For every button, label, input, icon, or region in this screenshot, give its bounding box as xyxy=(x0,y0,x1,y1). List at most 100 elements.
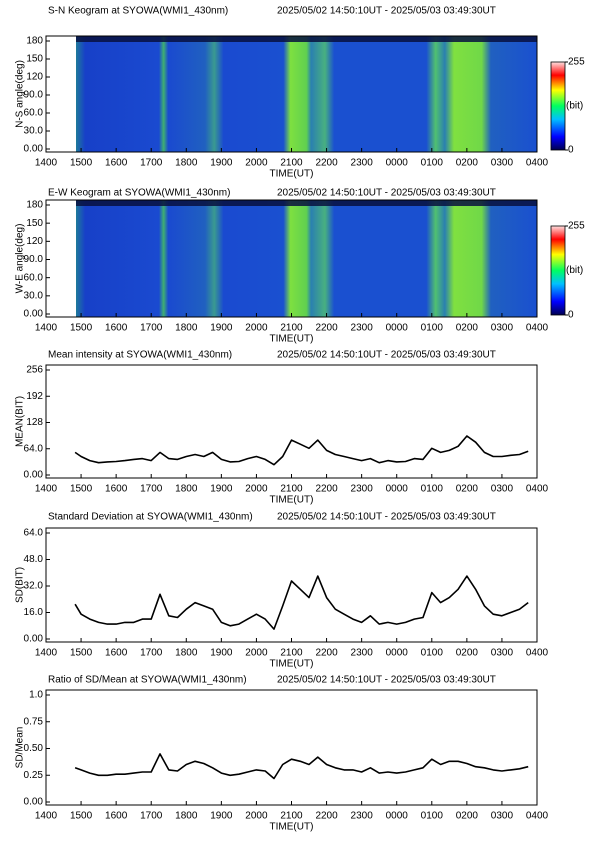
x-tick-label: 2300 xyxy=(351,323,374,334)
y-tick-label: 60.0 xyxy=(24,108,44,119)
data-line xyxy=(74,435,529,466)
y-axis-label: W-E angle(deg) xyxy=(15,224,26,294)
y-tick-label: 30.0 xyxy=(24,290,44,301)
x-tick-label: 1700 xyxy=(140,323,163,334)
x-tick-label: 1700 xyxy=(140,811,163,822)
x-tick-label: 0000 xyxy=(386,323,409,334)
y-tick-label: 30.0 xyxy=(24,126,44,137)
y-tick-label: 0.00 xyxy=(24,634,44,645)
x-tick-label: 2100 xyxy=(280,811,303,822)
x-axis-label: TIME(UT) xyxy=(270,169,314,180)
y-tick-label: 150 xyxy=(26,218,43,229)
x-tick-label: 0400 xyxy=(526,811,549,822)
y-tick-label: 256 xyxy=(26,365,43,376)
colorbar xyxy=(550,225,566,316)
y-tick-label: 32.0 xyxy=(24,581,44,592)
keogram-top-band xyxy=(76,200,537,206)
x-tick-label: 0400 xyxy=(526,158,549,169)
x-tick-label: 2300 xyxy=(351,811,374,822)
x-tick-label: 0300 xyxy=(491,811,514,822)
x-tick-label: 2100 xyxy=(280,648,303,659)
x-axis-label: TIME(UT) xyxy=(270,659,314,670)
y-tick-label: 64.0 xyxy=(24,528,44,539)
x-tick-label: 0200 xyxy=(456,158,479,169)
colorbar-tick-label: 0 xyxy=(568,310,574,321)
x-tick-label: 2200 xyxy=(315,484,338,495)
x-tick-label: 0200 xyxy=(456,811,479,822)
x-tick-label: 1700 xyxy=(140,484,163,495)
y-tick-label: 0.25 xyxy=(24,770,44,781)
y-tick-label: 180 xyxy=(26,36,43,47)
plot-frame xyxy=(45,527,538,643)
x-tick-label: 1800 xyxy=(175,158,198,169)
x-tick-label: 0000 xyxy=(386,648,409,659)
x-tick-label: 2200 xyxy=(315,648,338,659)
x-tick-label: 2300 xyxy=(351,484,374,495)
y-tick-label: 16.0 xyxy=(24,607,44,618)
colorbar-tick-label: 255 xyxy=(568,57,585,68)
x-tick-label: 2000 xyxy=(245,323,268,334)
x-tick-label: 1800 xyxy=(175,484,198,495)
x-axis-label: TIME(UT) xyxy=(270,334,314,345)
x-tick-label: 1900 xyxy=(210,158,233,169)
y-tick-label: 128 xyxy=(26,417,43,428)
x-tick-label: 0100 xyxy=(421,484,444,495)
y-tick-label: 180 xyxy=(26,200,43,211)
data-line xyxy=(74,575,529,630)
keogram-top-band xyxy=(76,36,537,42)
x-tick-label: 2200 xyxy=(315,323,338,334)
x-tick-label: 0000 xyxy=(386,484,409,495)
panel-subtitle: 2025/05/02 14:50:10UT - 2025/05/03 03:49… xyxy=(277,512,496,523)
x-tick-label: 1900 xyxy=(210,648,233,659)
y-tick-label: 90.0 xyxy=(24,254,44,265)
y-axis-label: N-S angle(deg) xyxy=(15,60,26,128)
panel-title: S-N Keogram at SYOWA(WMI1_430nm) xyxy=(48,6,228,17)
x-tick-label: 1800 xyxy=(175,811,198,822)
colorbar-tick-label: 0 xyxy=(568,145,574,156)
y-tick-label: 0.00 xyxy=(24,470,44,481)
x-tick-label: 0300 xyxy=(491,323,514,334)
x-tick-label: 2100 xyxy=(280,484,303,495)
x-tick-label: 2000 xyxy=(245,811,268,822)
y-tick-label: 0.00 xyxy=(24,309,44,320)
x-tick-label: 2000 xyxy=(245,484,268,495)
panel-subtitle: 2025/05/02 14:50:10UT - 2025/05/03 03:49… xyxy=(277,350,496,361)
x-tick-label: 2300 xyxy=(351,648,374,659)
y-tick-label: 0.75 xyxy=(24,716,44,727)
x-tick-label: 1500 xyxy=(70,811,93,822)
x-tick-label: 1400 xyxy=(35,323,58,334)
panel-title: Ratio of SD/Mean at SYOWA(WMI1_430nm) xyxy=(48,675,247,686)
x-tick-label: 1600 xyxy=(105,811,128,822)
x-tick-label: 1800 xyxy=(175,323,198,334)
panel-subtitle: 2025/05/02 14:50:10UT - 2025/05/03 03:49… xyxy=(277,188,496,199)
x-tick-label: 1600 xyxy=(105,158,128,169)
x-tick-label: 1600 xyxy=(105,323,128,334)
x-tick-label: 1500 xyxy=(70,648,93,659)
x-tick-label: 1500 xyxy=(70,323,93,334)
panel-title: Mean intensity at SYOWA(WMI1_430nm) xyxy=(48,350,232,361)
y-tick-label: 192 xyxy=(26,391,43,402)
colorbar-label: (bit) xyxy=(566,101,583,112)
y-tick-label: 90.0 xyxy=(24,90,44,101)
x-tick-label: 2200 xyxy=(315,158,338,169)
y-axis-label: SD/Mean xyxy=(15,727,26,769)
x-axis-label: TIME(UT) xyxy=(270,495,314,506)
x-tick-label: 1700 xyxy=(140,158,163,169)
x-tick-label: 1900 xyxy=(210,811,233,822)
x-tick-label: 1400 xyxy=(35,648,58,659)
x-tick-label: 1900 xyxy=(210,323,233,334)
x-tick-label: 1400 xyxy=(35,811,58,822)
x-tick-label: 0100 xyxy=(421,158,444,169)
x-tick-label: 0400 xyxy=(526,648,549,659)
x-tick-label: 1600 xyxy=(105,484,128,495)
x-tick-label: 0200 xyxy=(456,484,479,495)
y-tick-label: 1.0 xyxy=(29,690,43,701)
colorbar xyxy=(550,61,566,151)
x-tick-label: 2000 xyxy=(245,158,268,169)
x-tick-label: 0400 xyxy=(526,484,549,495)
x-tick-label: 0000 xyxy=(386,811,409,822)
y-tick-label: 60.0 xyxy=(24,272,44,283)
x-tick-label: 1400 xyxy=(35,158,58,169)
x-tick-label: 2100 xyxy=(280,158,303,169)
